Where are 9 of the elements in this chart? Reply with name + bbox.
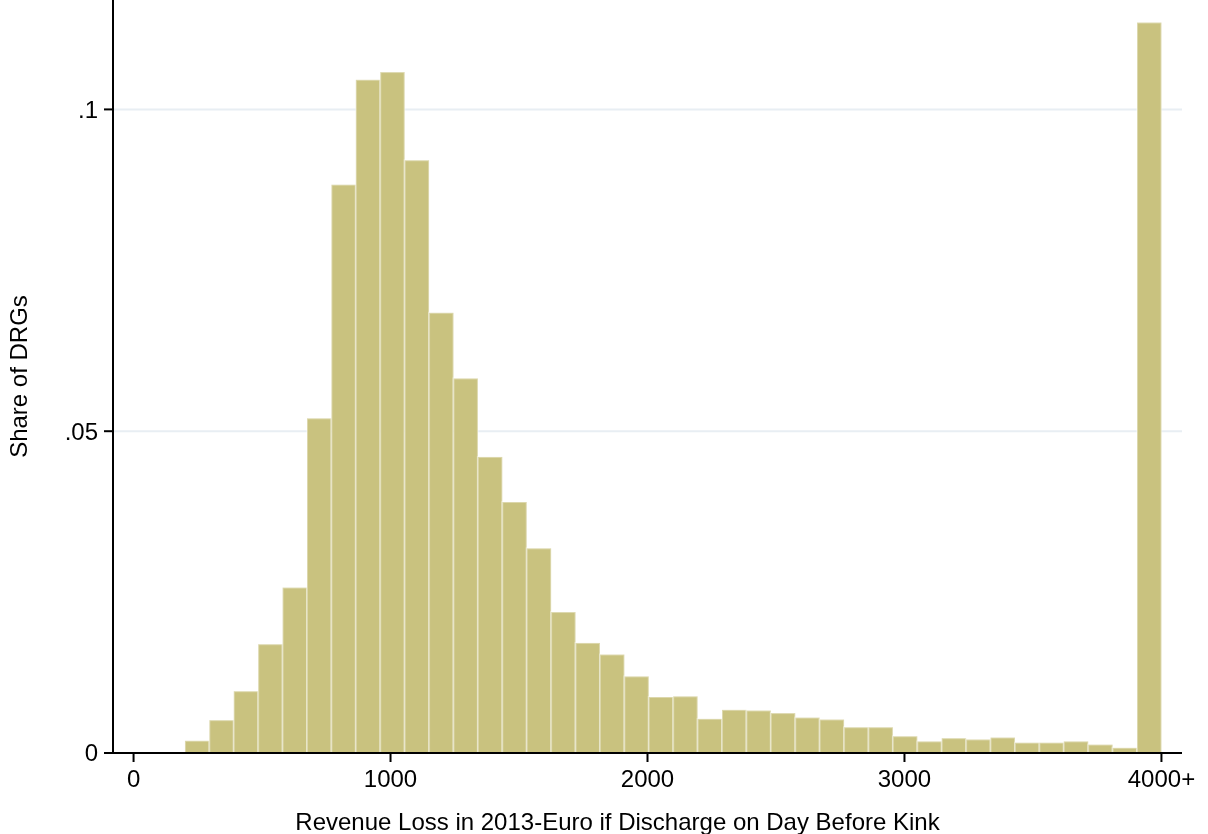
y-tick-label: .05 [64,417,98,445]
y-axis-title: Share of DRGs [5,295,32,458]
x-tick-label: 0 [126,765,141,792]
x-tick-label: 2000 [620,765,675,792]
y-tick-label: .1 [77,95,98,123]
x-tick-label: 4000+ [1127,765,1196,792]
x-tick-label: 1000 [363,765,418,792]
x-tick-label: 3000 [877,765,932,792]
y-tick-label: 0 [84,739,98,767]
